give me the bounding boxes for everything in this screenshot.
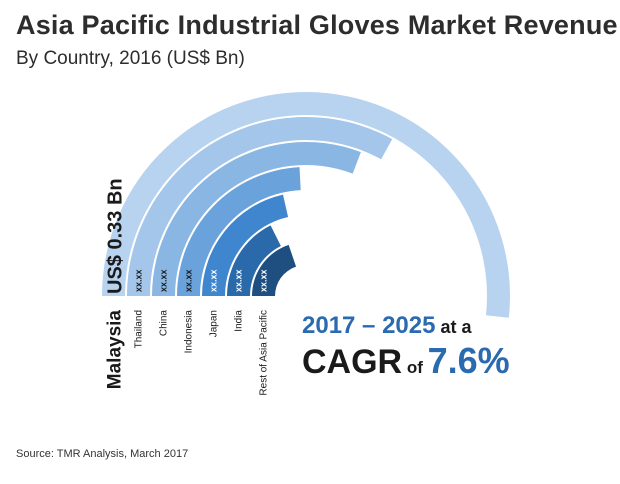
category-label-thailand: Thailand	[134, 310, 145, 348]
category-label-india: India	[234, 310, 245, 332]
cagr-value: 7.6%	[427, 340, 510, 381]
arc-japan	[202, 194, 289, 296]
chart-title: Asia Pacific Industrial Gloves Market Re…	[16, 10, 618, 40]
value-label-india: xx.xx	[234, 269, 244, 292]
category-label-rest-of-asia-pacific: Rest of Asia Pacific	[259, 310, 270, 396]
cagr-of: of	[402, 358, 428, 377]
value-label-indonesia: xx.xx	[184, 269, 194, 292]
value-label-rest-of-asia-pacific: xx.xx	[259, 269, 269, 292]
value-label-japan: xx.xx	[209, 269, 219, 292]
cagr-statement: CAGR of 7.6%	[302, 340, 510, 382]
arc-india	[227, 225, 281, 296]
chart-subtitle: By Country, 2016 (US$ Bn)	[16, 48, 245, 69]
value-label-china: xx.xx	[159, 269, 169, 292]
category-label-malaysia: Malaysia	[105, 310, 126, 390]
category-label-indonesia: Indonesia	[184, 310, 195, 354]
cagr-at-a: at a	[435, 317, 472, 337]
arc-thailand	[127, 117, 393, 297]
source-note: Source: TMR Analysis, March 2017	[16, 448, 189, 460]
arc-indonesia	[177, 167, 301, 296]
cagr-period: 2017 – 2025 at a	[302, 312, 472, 340]
category-label-japan: Japan	[209, 310, 220, 337]
category-label-china: China	[159, 310, 170, 337]
value-label-thailand: xx.xx	[134, 269, 144, 292]
arc-china	[152, 141, 361, 296]
cagr-period-value: 2017 – 2025	[302, 312, 436, 339]
arc-rest-of-asia-pacific	[252, 244, 297, 296]
value-label-malaysia: US$ 0.33 Bn	[105, 178, 127, 294]
cagr-label: CAGR	[302, 343, 403, 381]
